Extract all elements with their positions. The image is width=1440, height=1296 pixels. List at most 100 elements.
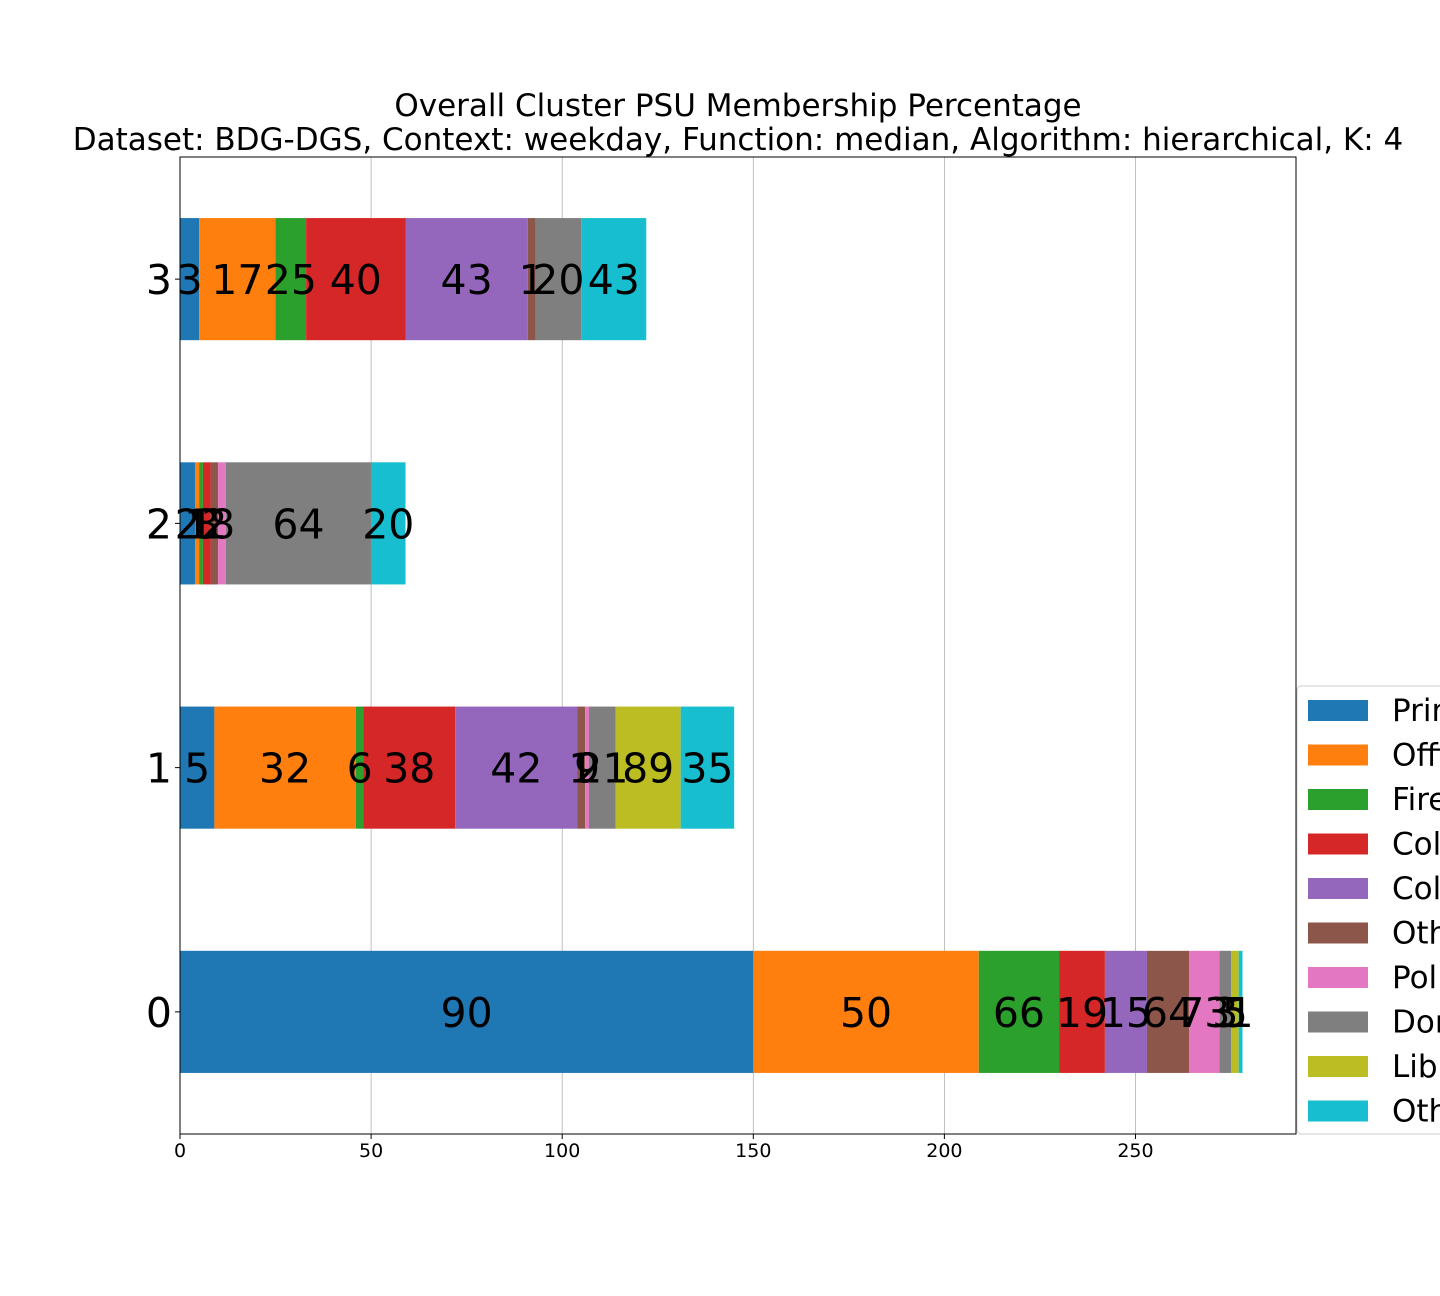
bar-value-label: 3	[177, 256, 203, 304]
bar-segment	[615, 706, 681, 829]
bar-value-label: 6	[347, 745, 373, 793]
bar-segment	[585, 706, 589, 829]
legend-label: Fire	[1392, 782, 1440, 818]
legend-swatch	[1308, 1011, 1368, 1033]
legend-label: Oth	[1392, 916, 1440, 952]
bar-segment	[1104, 950, 1147, 1073]
bar-value-label: 20	[362, 500, 414, 548]
bar-value-label: 1	[519, 256, 545, 304]
legend-label: Oth	[1392, 1094, 1440, 1130]
y-axis: 0 1 2 3	[146, 256, 180, 1037]
x-tick-label: 50	[359, 1140, 383, 1162]
bar-value-label: 3	[1212, 989, 1238, 1037]
bar-value-label: 20	[532, 256, 584, 304]
bar-segment	[405, 218, 528, 341]
bar-value-label: 15	[1100, 989, 1152, 1037]
x-tick-label: 150	[735, 1140, 771, 1162]
bar-value-label: 1	[568, 745, 594, 793]
bar-segment	[180, 706, 215, 829]
x-tick-label: 200	[926, 1140, 962, 1162]
bar-segment	[535, 218, 582, 341]
bar-segment	[371, 462, 406, 585]
bar-value-label: 1	[184, 500, 210, 548]
bar-value-label: 5	[1222, 989, 1248, 1037]
legend-label: Col	[1392, 871, 1440, 907]
bar-segment	[199, 218, 276, 341]
bar-value-label: 1	[1228, 989, 1254, 1037]
legend-swatch	[1308, 1056, 1368, 1077]
chart-title-line: Overall Cluster PSU Membership Percentag…	[394, 88, 1081, 124]
y-tick-label: 1	[146, 745, 172, 793]
bar-segment	[214, 706, 356, 829]
bar-value-label: 50	[840, 989, 892, 1037]
bar-value-label: 43	[588, 256, 640, 304]
bar-segment	[355, 706, 364, 829]
bar-value-label: 42	[490, 745, 542, 793]
legend-swatch	[1308, 789, 1368, 810]
x-tick-label: 0	[174, 1140, 186, 1162]
chart-subtitle-line: Dataset: BDG-DGS, Context: weekday, Func…	[73, 122, 1404, 158]
legend-swatch	[1308, 922, 1368, 944]
bar-value-label: 40	[330, 256, 382, 304]
bar-value-label: 2	[175, 500, 201, 548]
bar-segment	[455, 706, 578, 829]
bar-segment	[180, 950, 754, 1073]
bar-segment	[306, 218, 406, 341]
legend-label: Libr	[1392, 1049, 1440, 1085]
bar-value-label: 9	[574, 745, 600, 793]
bar-value-label: 38	[383, 745, 435, 793]
bar-value-label: 2	[201, 500, 227, 548]
bar-segment	[210, 462, 219, 585]
bar-segment	[180, 218, 200, 341]
bar-segment	[1219, 950, 1232, 1073]
legend-swatch	[1308, 700, 1368, 721]
legend-swatch	[1308, 833, 1368, 855]
bar-segment	[527, 218, 536, 341]
bar-segment	[577, 706, 586, 829]
legend-label: Prim	[1392, 693, 1440, 729]
bar-segment	[680, 706, 735, 829]
bar-segment	[218, 462, 226, 585]
y-tick-label: 2	[146, 500, 172, 548]
bar-value-label: 19	[1056, 989, 1108, 1037]
bar-value-label: 64	[272, 500, 324, 548]
bar-segment	[1238, 950, 1243, 1073]
legend-swatch	[1308, 878, 1368, 899]
bar-value-label: 21	[576, 745, 628, 793]
legend-swatch	[1308, 967, 1368, 988]
x-tick-label: 100	[544, 1140, 580, 1162]
bar-value-label: 90	[441, 989, 493, 1037]
bar-value-label: 73	[1178, 989, 1230, 1037]
x-axis: 0 50 100 150 200 250	[174, 1134, 1154, 1162]
bar-value-label: 35	[681, 745, 733, 793]
legend-swatch	[1308, 1100, 1368, 1122]
legend-swatch	[1308, 744, 1368, 766]
bar-value-label: 64	[1142, 989, 1194, 1037]
bar-value-label: 32	[259, 745, 311, 793]
bar-segment	[202, 462, 211, 585]
legend-label: Poli	[1392, 960, 1440, 996]
y-tick-label: 3	[146, 256, 172, 304]
bar-value-label: 3	[194, 500, 220, 548]
bar-value-label: 89	[622, 745, 674, 793]
plot-frame	[179, 156, 1297, 1135]
bars	[180, 218, 1243, 1073]
bar-segment	[978, 950, 1060, 1073]
legend-label: Col	[1392, 827, 1440, 863]
bar-segment	[195, 462, 200, 585]
bar-segment	[180, 462, 196, 585]
bar-value-label: 5	[184, 745, 210, 793]
bar-segment	[1146, 950, 1189, 1073]
bar-segment	[581, 218, 647, 341]
legend: Prim Offi Fire Col Col Oth Poli Dor Libr Oth	[1296, 685, 1440, 1135]
bar-segment	[363, 706, 456, 829]
bar-segment	[199, 462, 203, 585]
x-tick-label: 250	[1117, 1140, 1153, 1162]
bar-value-label: 17	[211, 256, 263, 304]
bar-segment	[753, 950, 979, 1073]
bar-segment	[1231, 950, 1239, 1073]
legend-label: Offi	[1392, 738, 1440, 774]
chart-title: Overall Cluster PSU Membership Percentag…	[73, 88, 1404, 158]
legend-label: Dor	[1392, 1005, 1440, 1041]
